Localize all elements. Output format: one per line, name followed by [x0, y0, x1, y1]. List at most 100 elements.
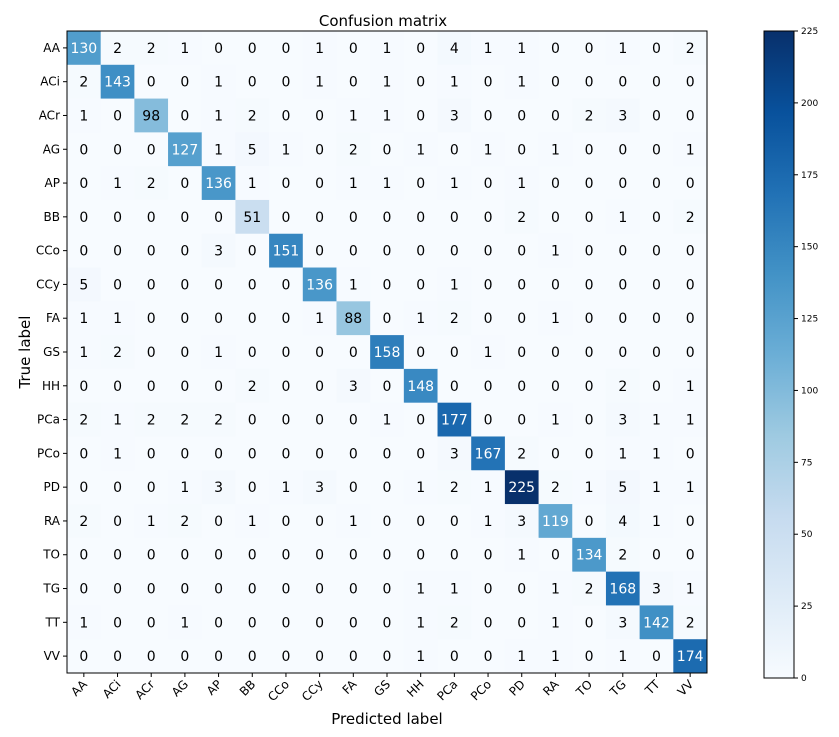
matrix-cell — [269, 470, 304, 505]
matrix-cell — [269, 166, 304, 201]
cell-value: 5 — [618, 480, 627, 496]
matrix-cell — [403, 64, 439, 100]
cell-value: 0 — [79, 379, 88, 395]
matrix-cell — [67, 504, 102, 539]
matrix-cell — [235, 335, 270, 370]
cell-value: 0 — [315, 413, 324, 429]
matrix-cell — [605, 335, 641, 370]
matrix-cell — [403, 436, 439, 471]
cell-value: 1 — [517, 176, 526, 192]
cell-value: 0 — [214, 311, 223, 327]
cell-value: 1 — [618, 649, 627, 665]
matrix-cell — [403, 233, 439, 269]
cell-value: 0 — [315, 548, 324, 564]
matrix-cell — [67, 402, 102, 437]
y-tick-label: ACi — [40, 75, 60, 89]
cell-value: 0 — [248, 446, 257, 462]
cell-value: 0 — [585, 413, 594, 429]
cell-value: 0 — [652, 75, 661, 91]
matrix-cell — [100, 368, 135, 404]
cell-value: 0 — [686, 548, 695, 564]
cell-value: 0 — [652, 345, 661, 361]
cell-value: 0 — [147, 548, 156, 564]
cell-value: 0 — [416, 413, 425, 429]
matrix-cell — [235, 166, 270, 201]
x-tick-label: HH — [404, 677, 427, 700]
cell-value: 0 — [652, 108, 661, 124]
matrix-cell — [235, 402, 270, 437]
cell-value: 0 — [618, 244, 627, 260]
cell-value: 1 — [315, 311, 324, 327]
matrix-cell — [538, 301, 573, 336]
cell-value: 2 — [349, 142, 358, 158]
matrix-cell — [605, 166, 641, 201]
cell-value: 4 — [618, 514, 627, 530]
cell-value: 0 — [484, 108, 493, 124]
cell-value: 3 — [450, 108, 459, 124]
cell-value: 0 — [147, 311, 156, 327]
matrix-cell — [134, 402, 169, 437]
matrix-cell — [673, 436, 708, 471]
cell-value: 3 — [214, 480, 223, 496]
cell-value: 0 — [79, 480, 88, 496]
matrix-cell — [100, 64, 135, 100]
matrix-cell — [302, 335, 337, 370]
matrix-cell — [269, 605, 304, 640]
cell-value: 0 — [686, 75, 695, 91]
matrix-cell — [572, 639, 607, 674]
matrix-cell — [572, 436, 607, 471]
matrix-cell — [437, 132, 472, 167]
cell-value: 0 — [248, 75, 257, 91]
matrix-cell — [605, 402, 641, 437]
matrix-cell — [201, 639, 236, 674]
matrix-cell — [572, 267, 607, 302]
matrix-cell — [673, 402, 708, 437]
cell-value: 0 — [349, 548, 358, 564]
matrix-cell — [471, 98, 506, 133]
cell-value: 0 — [416, 108, 425, 124]
matrix-cell — [538, 605, 573, 640]
matrix-cell — [168, 470, 203, 505]
matrix-cell — [572, 132, 607, 167]
cell-value: 0 — [686, 345, 695, 361]
matrix-cell — [673, 132, 708, 167]
matrix-cell — [471, 267, 506, 302]
colorbar-tick-label: 0 — [801, 674, 807, 684]
cell-value: 0 — [416, 41, 425, 57]
colorbar-tick-label: 100 — [801, 386, 818, 396]
cell-value: 0 — [79, 582, 88, 598]
cell-value: 0 — [585, 41, 594, 57]
matrix-cell — [471, 402, 506, 437]
matrix-cell — [504, 199, 540, 235]
matrix-cell — [370, 402, 405, 437]
cell-value: 3 — [349, 379, 358, 395]
matrix-cell — [673, 470, 708, 505]
cell-value: 2 — [147, 413, 156, 429]
matrix-cell — [336, 605, 371, 640]
cell-value: 0 — [618, 277, 627, 293]
x-tick-label: TG — [607, 677, 629, 699]
matrix-cell — [572, 233, 607, 269]
cell-value: 0 — [551, 277, 560, 293]
matrix-cell — [471, 470, 506, 505]
matrix-cell — [201, 301, 236, 336]
matrix-cell — [269, 571, 304, 606]
cell-value: 0 — [517, 142, 526, 158]
cell-value: 177 — [441, 413, 468, 429]
matrix-cell — [235, 368, 270, 404]
matrix-cell — [437, 233, 472, 269]
matrix-cell — [504, 31, 540, 66]
cell-value: 0 — [416, 548, 425, 564]
y-tick-label: BB — [44, 210, 60, 224]
cell-value: 2 — [585, 108, 594, 124]
cell-value: 0 — [214, 41, 223, 57]
cell-value: 0 — [686, 176, 695, 192]
matrix-cell — [134, 436, 169, 471]
matrix-cell — [437, 537, 472, 573]
cell-value: 1 — [652, 413, 661, 429]
colorbar-tick-label: 50 — [801, 530, 813, 540]
cell-value: 0 — [281, 379, 290, 395]
cell-value: 1 — [383, 41, 392, 57]
matrix-cell — [605, 132, 641, 167]
x-tick-label: CCy — [299, 677, 326, 704]
